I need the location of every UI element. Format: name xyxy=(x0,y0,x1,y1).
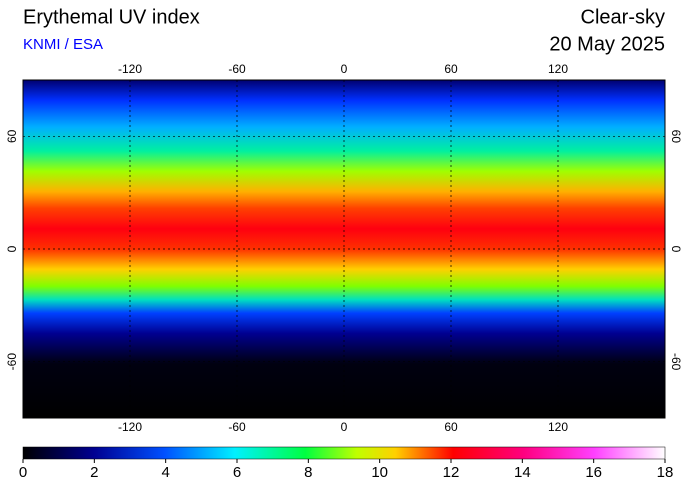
lat-tick-label: -60 xyxy=(669,353,683,371)
colorbar-tick-label: 8 xyxy=(304,464,312,481)
lon-tick-label: 120 xyxy=(548,420,568,434)
colorbar-tick-label: 0 xyxy=(19,464,27,481)
lon-tick-label: 120 xyxy=(548,62,568,76)
lon-tick-label: 0 xyxy=(341,420,348,434)
colorbar xyxy=(22,446,666,460)
lat-tick-label: 60 xyxy=(669,130,683,144)
lon-tick-label: -60 xyxy=(228,62,246,76)
lon-tick-label: -120 xyxy=(118,62,142,76)
colorbar-tick-label: 18 xyxy=(657,464,674,481)
lat-tick-label: -60 xyxy=(5,353,19,371)
lon-tick-label: 60 xyxy=(444,420,458,434)
colorbar-tick-label: 14 xyxy=(514,464,531,481)
lat-tick-label: 60 xyxy=(5,129,19,143)
lat-tick-label: 0 xyxy=(669,246,683,253)
colorbar-tick-label: 6 xyxy=(233,464,241,481)
credit: KNMI / ESA xyxy=(23,36,103,53)
colorbar-tick-label: 4 xyxy=(161,464,169,481)
title: Erythemal UV index xyxy=(23,6,200,28)
lat-tick-label: 0 xyxy=(5,245,19,252)
lon-tick-label: -60 xyxy=(228,420,246,434)
lon-tick-label: 0 xyxy=(341,62,348,76)
lon-tick-label: -120 xyxy=(118,420,142,434)
lon-tick-label: 60 xyxy=(444,62,458,76)
colorbar-tick-label: 16 xyxy=(585,464,602,481)
sky: Clear-sky xyxy=(581,6,665,28)
colorbar-tick-label: 2 xyxy=(90,464,98,481)
date: 20 May 2025 xyxy=(549,33,665,55)
colorbar-tick-label: 10 xyxy=(371,464,388,481)
colorbar-tick-label: 12 xyxy=(443,464,460,481)
